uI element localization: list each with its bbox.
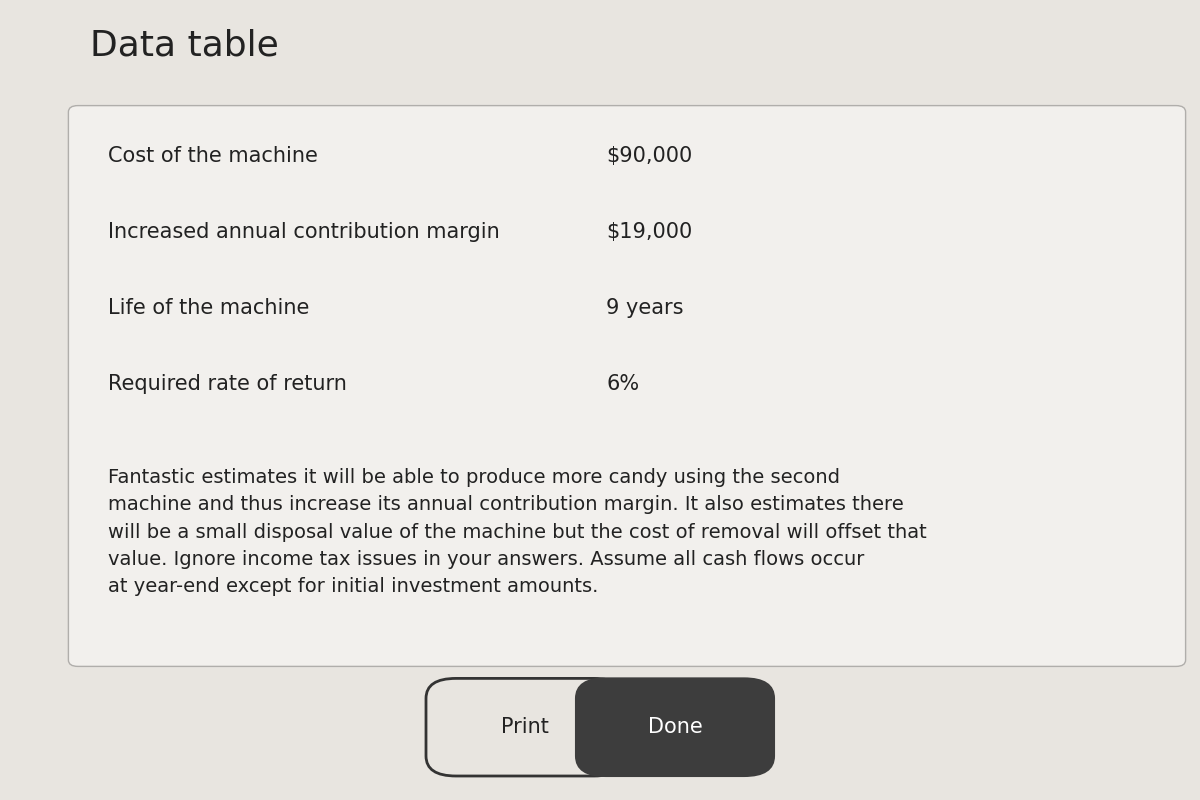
FancyBboxPatch shape <box>426 678 624 776</box>
Text: 9 years: 9 years <box>606 298 684 318</box>
Text: Required rate of return: Required rate of return <box>108 374 347 394</box>
FancyBboxPatch shape <box>576 678 774 776</box>
Text: Life of the machine: Life of the machine <box>108 298 310 318</box>
Text: Increased annual contribution margin: Increased annual contribution margin <box>108 222 499 242</box>
Text: Data table: Data table <box>90 28 278 62</box>
Text: Cost of the machine: Cost of the machine <box>108 146 318 166</box>
Text: Done: Done <box>648 717 702 738</box>
Text: 6%: 6% <box>606 374 640 394</box>
Text: $19,000: $19,000 <box>606 222 692 242</box>
Text: $90,000: $90,000 <box>606 146 692 166</box>
FancyBboxPatch shape <box>68 106 1186 666</box>
Text: Fantastic estimates it will be able to produce more candy using the second
machi: Fantastic estimates it will be able to p… <box>108 468 926 596</box>
Text: Print: Print <box>502 717 548 738</box>
